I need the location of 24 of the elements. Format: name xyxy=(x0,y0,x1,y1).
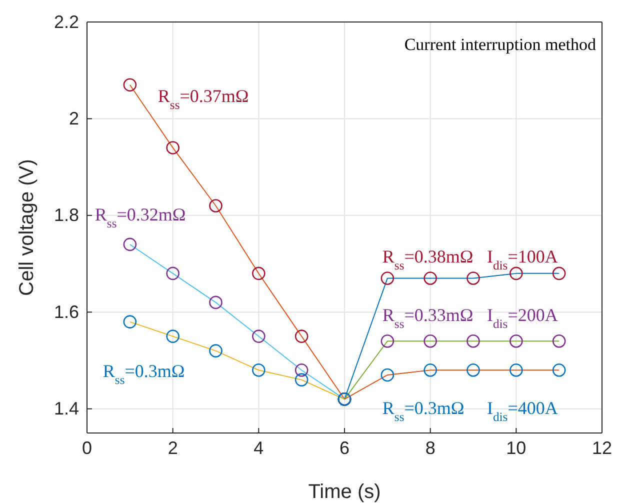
y-axis-title: Cell voltage (V) xyxy=(16,159,38,296)
series-label: R$_{ss}$=0.37mΩ xyxy=(158,86,249,112)
x-tick-label: 6 xyxy=(339,438,350,458)
annotation: I$_{dis}$=400A xyxy=(487,398,558,424)
x-tick-label: 10 xyxy=(506,438,526,458)
x-tick-label: 2 xyxy=(168,438,178,458)
y-tick-label: 2.2 xyxy=(54,12,79,32)
annotation: I$_{dis}$=100A xyxy=(487,246,558,272)
series-label: R$_{ss}$=0.3mΩ xyxy=(102,360,185,387)
x-tick-label: 0 xyxy=(82,438,92,458)
x-tick-label: 8 xyxy=(425,438,436,458)
annotation: Current interruption method xyxy=(404,35,596,54)
x-tick-label: 12 xyxy=(592,438,612,458)
annotation: I$_{dis}$=200A xyxy=(487,305,558,332)
x-axis-title: Time (s) xyxy=(308,481,381,503)
series-label: R$_{ss}$=0.33mΩ xyxy=(382,305,474,332)
series-label: R$_{ss}$=0.38mΩ xyxy=(382,246,474,272)
y-tick-label: 1.6 xyxy=(54,302,79,322)
y-tick-label: 1.8 xyxy=(54,205,79,226)
y-tick-label: 2 xyxy=(68,108,79,128)
y-tick-label: 1.4 xyxy=(54,398,79,419)
x-tick-label: 4 xyxy=(254,438,264,458)
series-label: R$_{ss}$=0.3mΩ xyxy=(382,398,464,424)
series-label: R$_{ss}$=0.32mΩ xyxy=(94,204,186,230)
